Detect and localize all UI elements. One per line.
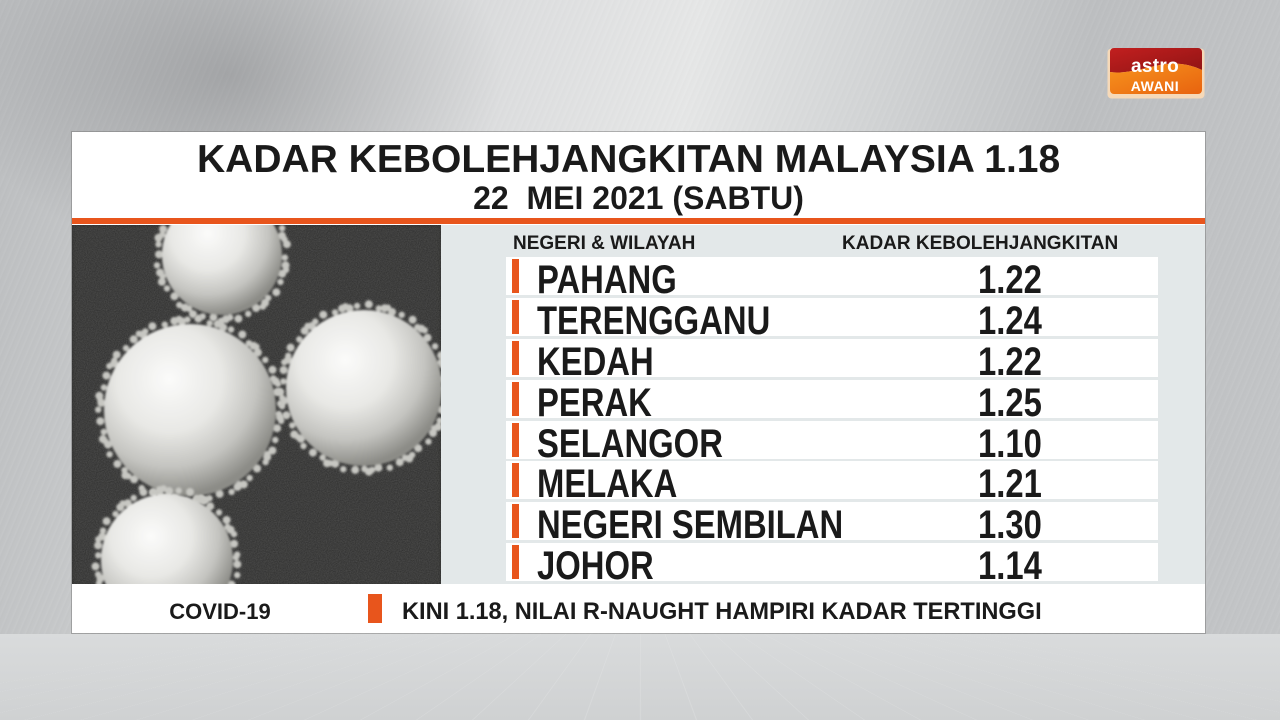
svg-text:AWANI: AWANI — [1131, 78, 1179, 94]
svg-text:astro: astro — [1131, 56, 1179, 77]
